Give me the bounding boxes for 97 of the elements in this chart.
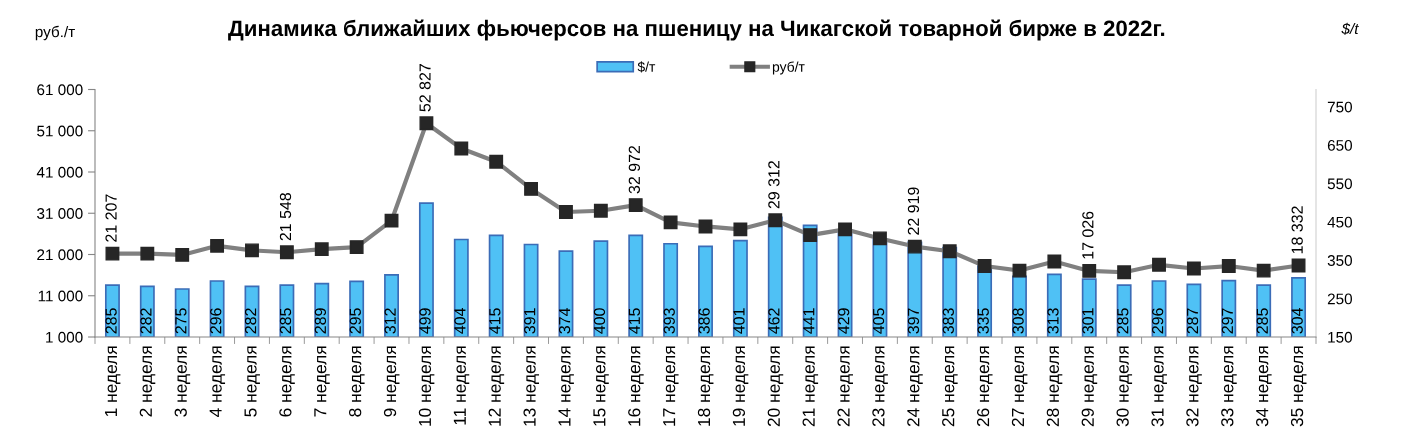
data-label: 462 xyxy=(768,308,780,334)
data-label: 429 xyxy=(838,308,850,334)
data-label: 22 919 xyxy=(907,187,920,235)
data-label: 18 332 xyxy=(1291,206,1303,254)
x-tick-label: 19 неделя xyxy=(732,346,749,426)
data-label: 52 827 xyxy=(419,64,431,112)
x-tick-label: 7 неделя xyxy=(314,346,330,417)
x-tick-label: 25 неделя xyxy=(942,346,958,427)
x-tick-label: 20 неделя xyxy=(767,346,784,427)
data-label: 285 xyxy=(1256,308,1268,334)
data-label: 275 xyxy=(175,308,187,334)
x-tick-label: 33 неделя xyxy=(1221,346,1237,427)
x-tick-label: 31 неделя xyxy=(1151,346,1167,427)
x-tick-label: 9 неделя xyxy=(383,346,400,417)
data-label: 285 xyxy=(279,308,292,334)
x-tick-label: 6 неделя xyxy=(279,346,295,417)
x-tick-label: 5 неделя xyxy=(244,346,260,417)
x-tick-label: 35 неделя xyxy=(1290,346,1307,427)
data-label: 441 xyxy=(803,308,815,334)
data-label: 499 xyxy=(419,308,431,334)
data-label: 308 xyxy=(1012,308,1024,334)
data-label: 335 xyxy=(977,308,989,334)
data-label: 297 xyxy=(1221,308,1234,334)
x-tick-label: 26 неделя xyxy=(976,346,993,427)
x-tick-label: 18 неделя xyxy=(697,346,714,426)
x-tick-label: 34 неделя xyxy=(1256,346,1272,427)
data-label: 301 xyxy=(1082,308,1094,334)
data-label: 296 xyxy=(210,308,222,334)
data-label: 304 xyxy=(1291,308,1303,334)
data-label: 295 xyxy=(349,308,361,334)
data-label: 17 026 xyxy=(1082,211,1094,259)
data-label: 21 548 xyxy=(279,192,292,241)
y2-tick-label: 250 xyxy=(1327,293,1352,305)
data-label: 285 xyxy=(1117,308,1129,334)
x-tick-label: 1 неделя xyxy=(104,346,121,417)
y-tick-label: 61 000 xyxy=(37,84,83,96)
y2-tick-label: 150 xyxy=(1328,331,1352,343)
legend-label: руб/т xyxy=(772,61,805,75)
data-label: 397 xyxy=(907,308,920,334)
y2-axis-title: $/t xyxy=(1341,22,1360,35)
x-tick-label: 13 неделя xyxy=(523,346,540,426)
data-label: 21 207 xyxy=(105,194,117,242)
y-tick-label: 31 000 xyxy=(37,208,83,219)
y2-tick-label: 650 xyxy=(1327,140,1352,151)
data-label: 282 xyxy=(140,308,152,334)
x-tick-label: 27 неделя xyxy=(1011,346,1028,427)
legend-label: $/т xyxy=(637,61,656,73)
data-label: 296 xyxy=(1151,308,1164,334)
x-tick-label: 12 неделя xyxy=(488,346,505,426)
data-label: 313 xyxy=(1047,308,1059,334)
data-label: 312 xyxy=(384,308,396,334)
x-tick-label: 29 неделя xyxy=(1081,346,1098,427)
x-tick-label: 17 неделя xyxy=(663,346,679,426)
data-label: 393 xyxy=(663,308,675,334)
y2-tick-label: 450 xyxy=(1327,216,1352,228)
x-tick-label: 16 неделя xyxy=(628,346,644,426)
data-label: 32 972 xyxy=(628,145,641,194)
x-tick-label: 3 неделя xyxy=(174,346,191,417)
data-label: 405 xyxy=(872,308,885,334)
data-label: 386 xyxy=(698,308,710,334)
x-tick-label: 4 неделя xyxy=(209,346,226,417)
y2-tick-label: 750 xyxy=(1327,101,1352,113)
data-label: 383 xyxy=(942,308,954,334)
x-tick-label: 30 неделя xyxy=(1116,346,1133,427)
y-tick-label: 51 000 xyxy=(37,125,83,137)
data-label: 374 xyxy=(558,308,571,334)
x-tick-label: 23 неделя xyxy=(872,346,888,427)
y-tick-label: 41 000 xyxy=(36,166,83,178)
y-tick-label: 1 000 xyxy=(46,331,83,343)
data-label: 287 xyxy=(1186,308,1199,334)
x-tick-label: 15 неделя xyxy=(593,346,609,426)
data-label: 415 xyxy=(628,308,641,334)
chart-title: Динамика ближайших фьючерсов на пшеницу на Чикагской товарной бирже в 2022г. xyxy=(228,19,1165,41)
data-label: 289 xyxy=(314,308,327,334)
y-tick-label: 21 000 xyxy=(37,249,83,261)
x-tick-label: 22 неделя xyxy=(837,346,853,427)
x-tick-label: 21 неделя xyxy=(802,346,819,427)
x-tick-label: 11 неделя xyxy=(453,346,470,425)
x-tick-label: 10 неделя xyxy=(418,346,435,426)
x-tick-label: 28 неделя xyxy=(1046,346,1063,427)
data-label: 404 xyxy=(454,308,466,334)
y2-tick-label: 350 xyxy=(1327,255,1352,266)
data-label: 401 xyxy=(733,308,745,334)
y-tick-label: 11 000 xyxy=(38,290,83,302)
data-label: 282 xyxy=(244,308,257,334)
data-label: 415 xyxy=(489,308,501,334)
data-label: 391 xyxy=(524,308,536,334)
x-tick-label: 2 неделя xyxy=(139,346,156,417)
x-tick-label: 8 неделя xyxy=(349,346,365,417)
x-tick-label: 32 неделя xyxy=(1186,346,1202,427)
x-tick-label: 24 неделя xyxy=(907,346,923,427)
data-label: 285 xyxy=(105,308,117,334)
x-tick-label: 14 неделя xyxy=(558,346,574,426)
data-label: 29 312 xyxy=(768,161,780,209)
y-axis-title: руб./т xyxy=(35,25,75,41)
y2-tick-label: 550 xyxy=(1327,178,1352,190)
data-label: 400 xyxy=(593,308,606,334)
